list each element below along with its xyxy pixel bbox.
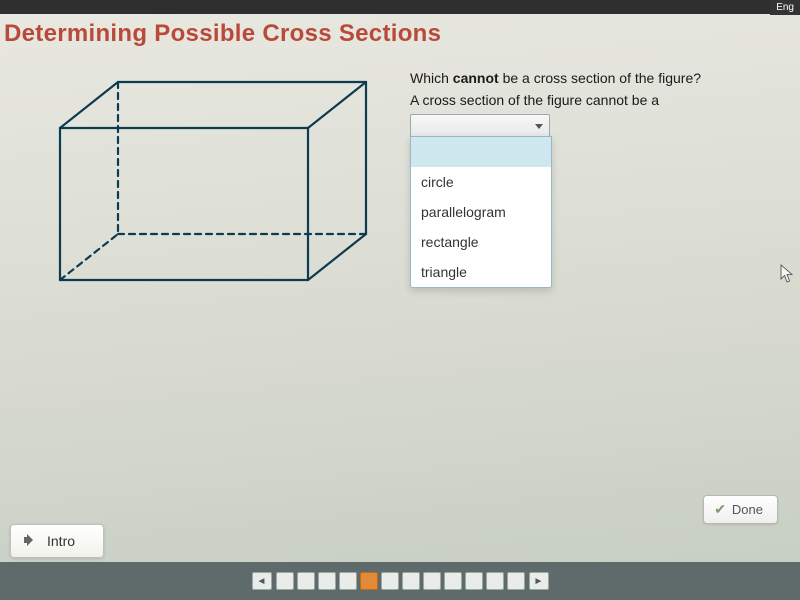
page-square[interactable] <box>402 572 420 590</box>
page-square[interactable] <box>423 572 441 590</box>
page-square[interactable] <box>318 572 336 590</box>
lesson-frame: Eng Determining Possible Cross Sections … <box>0 0 800 600</box>
q1-bold: cannot <box>453 70 499 86</box>
dropdown-option-circle[interactable]: circle <box>411 167 551 197</box>
page-square[interactable] <box>297 572 315 590</box>
next-page-button[interactable]: ► <box>529 572 549 590</box>
page-square[interactable] <box>381 572 399 590</box>
page-square[interactable] <box>507 572 525 590</box>
q1-post: be a cross section of the figure? <box>499 70 701 86</box>
page-title: Determining Possible Cross Sections <box>0 14 800 52</box>
dropdown-option-triangle[interactable]: triangle <box>411 257 551 287</box>
language-tag[interactable]: Eng <box>770 0 800 15</box>
speaker-icon <box>23 533 39 549</box>
intro-button[interactable]: Intro <box>10 524 104 558</box>
dropdown-option-parallelogram[interactable]: parallelogram <box>411 197 551 227</box>
dropdown-option-blank[interactable] <box>411 137 551 167</box>
page-square[interactable] <box>360 572 378 590</box>
dropdown-list: circleparallelogramrectangletriangle <box>410 136 552 288</box>
bottom-nav-bar: ◄ ► <box>0 562 800 600</box>
question-line-2: A cross section of the figure cannot be … <box>410 92 780 108</box>
intro-label: Intro <box>47 533 75 549</box>
page-indicator-row <box>276 572 525 590</box>
page-square[interactable] <box>339 572 357 590</box>
page-square[interactable] <box>444 572 462 590</box>
prev-page-button[interactable]: ◄ <box>252 572 272 590</box>
content-row: Which cannot be a cross section of the f… <box>0 52 800 300</box>
dropdown-head[interactable] <box>411 115 549 137</box>
answer-dropdown[interactable]: circleparallelogramrectangletriangle <box>410 114 550 138</box>
chevron-down-icon <box>535 124 543 129</box>
page-square[interactable] <box>486 572 504 590</box>
dropdown-option-rectangle[interactable]: rectangle <box>411 227 551 257</box>
cuboid-figure <box>30 70 370 300</box>
q1-pre: Which <box>410 70 453 86</box>
page-square[interactable] <box>465 572 483 590</box>
mouse-cursor-icon <box>780 264 794 284</box>
question-line-1: Which cannot be a cross section of the f… <box>410 70 780 86</box>
check-icon: ✔ <box>714 501 726 518</box>
done-button[interactable]: ✔ Done <box>703 495 778 524</box>
done-label: Done <box>732 502 763 517</box>
question-column: Which cannot be a cross section of the f… <box>410 70 780 300</box>
page-square[interactable] <box>276 572 294 590</box>
